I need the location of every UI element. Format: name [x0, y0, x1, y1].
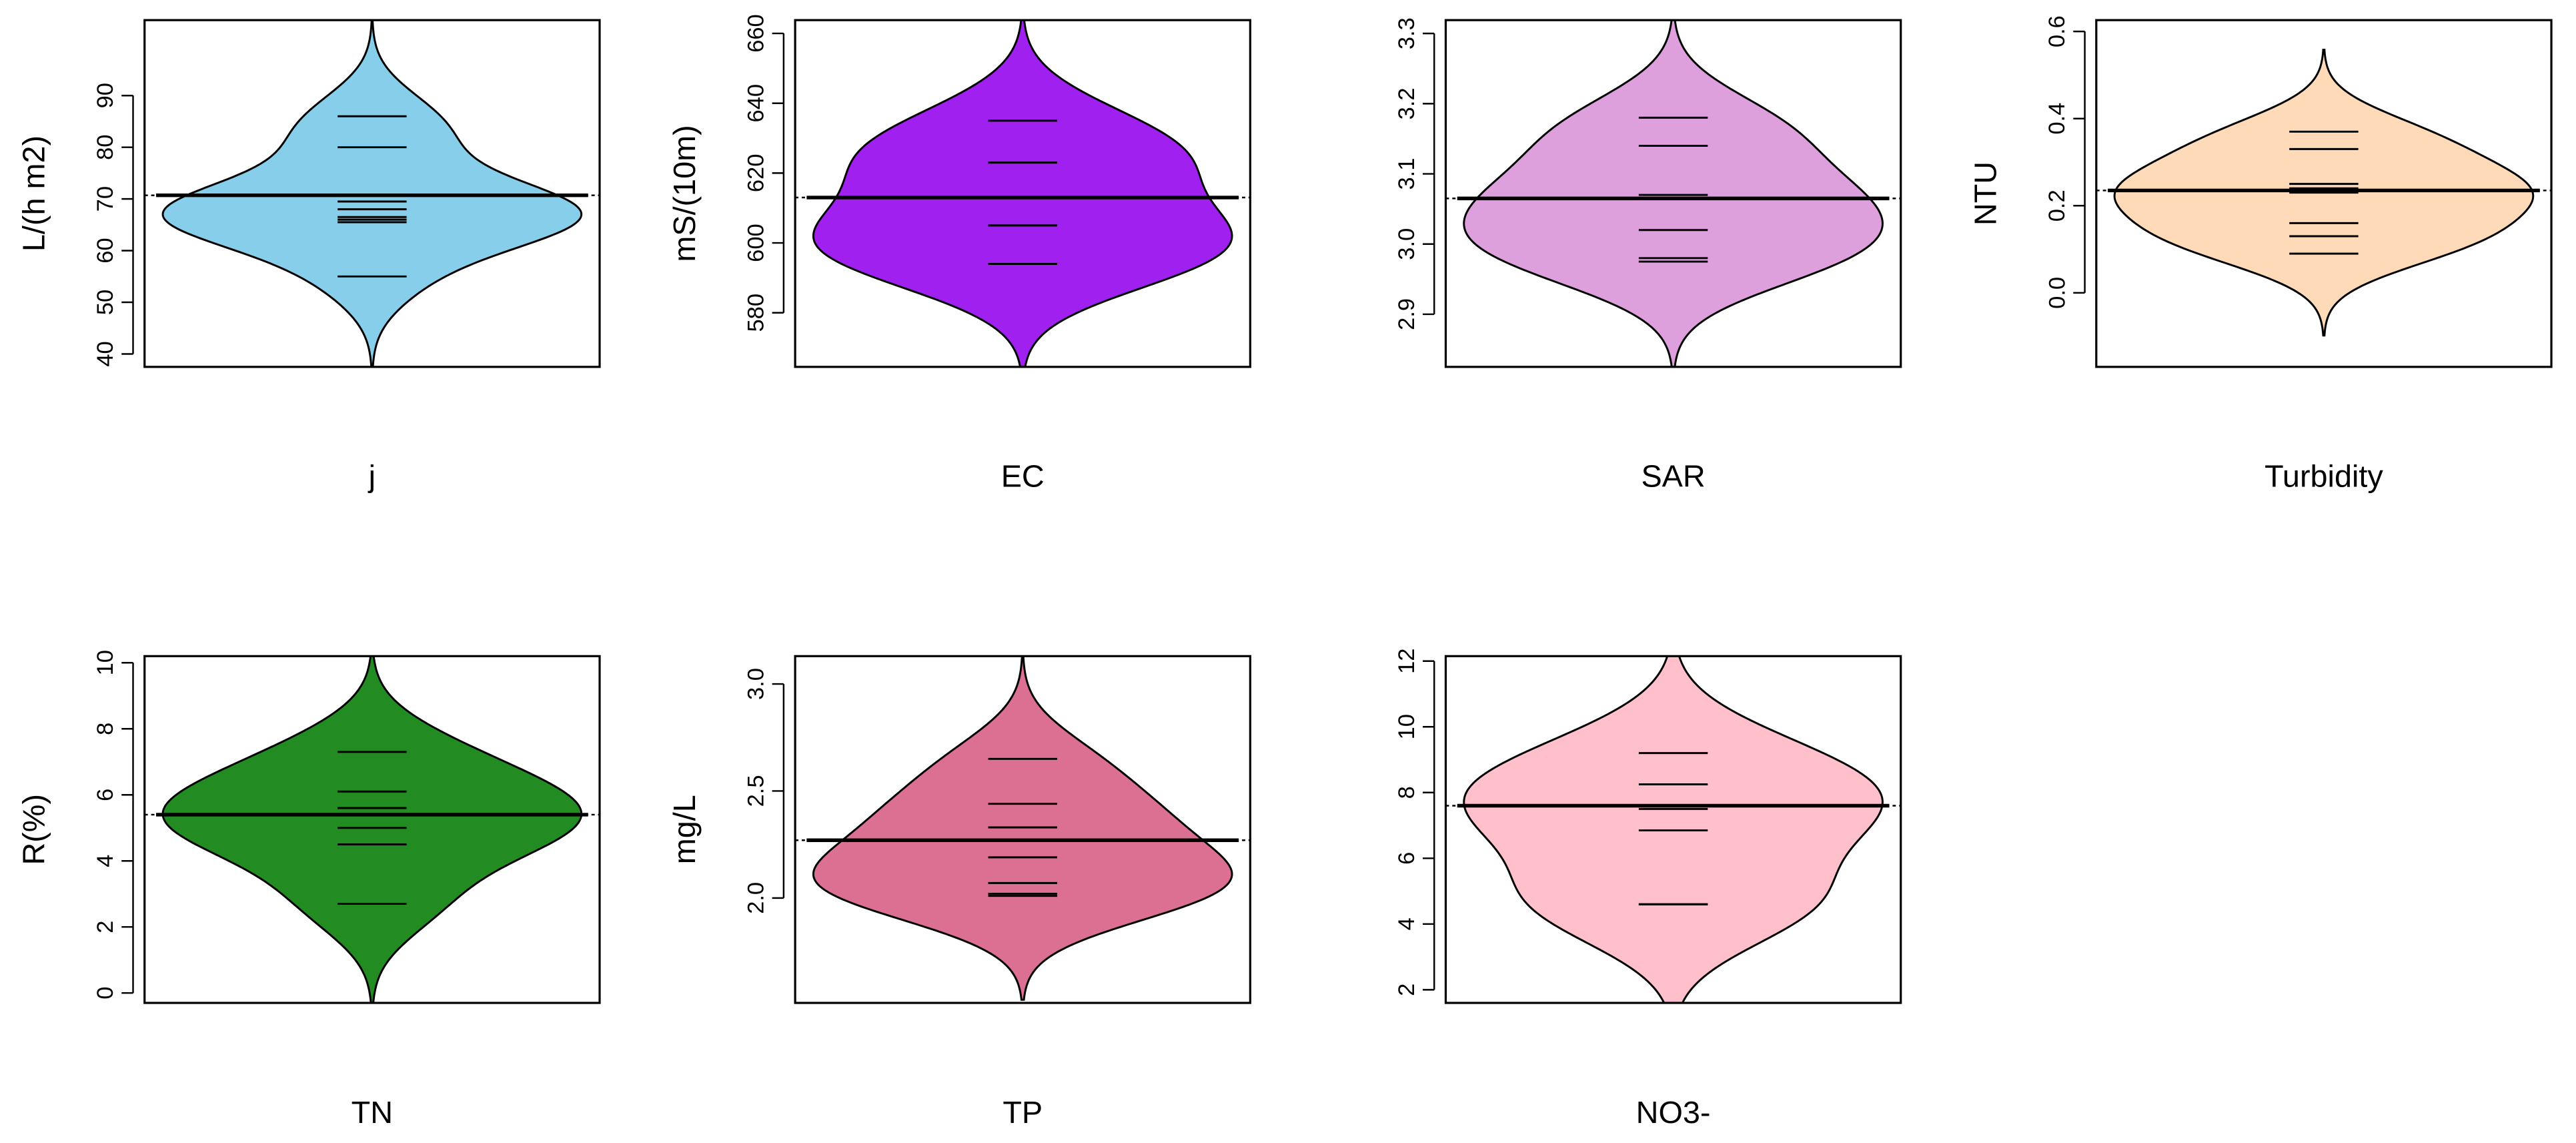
bean-density [812, 20, 1233, 367]
plot-frame [143, 655, 601, 1004]
y-tick-label: 10 [1394, 714, 1419, 739]
y-tick-label: 3.0 [744, 668, 769, 700]
plot-frame [794, 19, 1251, 368]
plot-frame [2095, 19, 2553, 368]
y-tick-label: 3.1 [1394, 158, 1419, 190]
panel: 40 50 60 70 80 90 L/(h m2) j [17, 19, 601, 494]
bean-density [161, 20, 583, 367]
y-tick-label: 0 [93, 987, 118, 1000]
y-tick-label: 60 [93, 238, 118, 263]
y-axis-label: R(%) [17, 794, 51, 865]
panel: 2 4 6 8 10 12 NO3- [1394, 649, 1902, 1130]
y-tick-label: 80 [93, 135, 118, 160]
y-tick-label: 8 [1394, 786, 1419, 799]
y-tick-label: 660 [744, 14, 769, 53]
y-tick-label: 70 [93, 186, 118, 212]
x-axis-label: TN [352, 1095, 393, 1130]
x-axis-label: EC [1001, 459, 1045, 494]
y-tick-label: 0.6 [2044, 15, 2070, 47]
y-tick-label: 0.4 [2044, 103, 2070, 135]
x-axis-label: TP [1003, 1095, 1043, 1130]
y-tick-label: 3.2 [1394, 87, 1419, 119]
y-tick-label: 2 [93, 921, 118, 933]
y-tick-label: 6 [93, 789, 118, 801]
panel: 0 2 4 6 8 10 R(%) TN [17, 650, 601, 1130]
y-tick-label: 12 [1394, 649, 1419, 674]
y-tick-label: 10 [93, 650, 118, 675]
y-tick-label: 2.0 [744, 882, 769, 914]
panel: 580 600 620 640 660 mS/(10m) EC [667, 14, 1251, 494]
y-tick-label: 0.2 [2044, 189, 2070, 222]
panel: 0.0 0.2 0.4 0.6 NTU Turbidity [1968, 15, 2553, 494]
plot-frame [794, 655, 1251, 1004]
bean-density [1463, 20, 1884, 367]
y-tick-label: 3.3 [1394, 17, 1419, 49]
y-tick-label: 90 [93, 83, 118, 108]
y-axis-label: mS/(10m) [667, 125, 702, 262]
y-axis-label: mg/L [667, 795, 702, 864]
y-tick-label: 3.0 [1394, 228, 1419, 260]
y-tick-label: 600 [744, 224, 769, 262]
y-tick-label: 50 [93, 290, 118, 315]
panel: 2.9 3.0 3.1 3.2 3.3 SAR [1394, 17, 1902, 494]
y-tick-label: 2 [1394, 984, 1419, 996]
plot-frame [143, 19, 601, 368]
y-tick-label: 4 [1394, 917, 1419, 930]
plot-frame [1444, 19, 1902, 368]
y-axis-label: NTU [1968, 161, 2003, 226]
y-tick-label: 580 [744, 294, 769, 332]
y-tick-label: 620 [744, 154, 769, 193]
x-axis-label: SAR [1641, 459, 1705, 494]
y-tick-label: 640 [744, 84, 769, 123]
y-tick-label: 4 [93, 855, 118, 867]
y-tick-label: 6 [1394, 852, 1419, 865]
y-tick-label: 8 [93, 723, 118, 735]
x-axis-label: NO3- [1636, 1095, 1711, 1130]
y-axis-label: L/(h m2) [17, 135, 51, 252]
x-axis-label: j [368, 459, 376, 494]
y-tick-label: 0.0 [2044, 277, 2070, 309]
bean-density [161, 656, 583, 1004]
y-tick-label: 2.9 [1394, 298, 1419, 330]
x-axis-label: Turbidity [2265, 459, 2383, 494]
panel: 2.0 2.5 3.0 mg/L TP [667, 655, 1251, 1130]
plot-frame [1444, 655, 1902, 1004]
y-tick-label: 40 [93, 341, 118, 366]
y-tick-label: 2.5 [744, 775, 769, 807]
